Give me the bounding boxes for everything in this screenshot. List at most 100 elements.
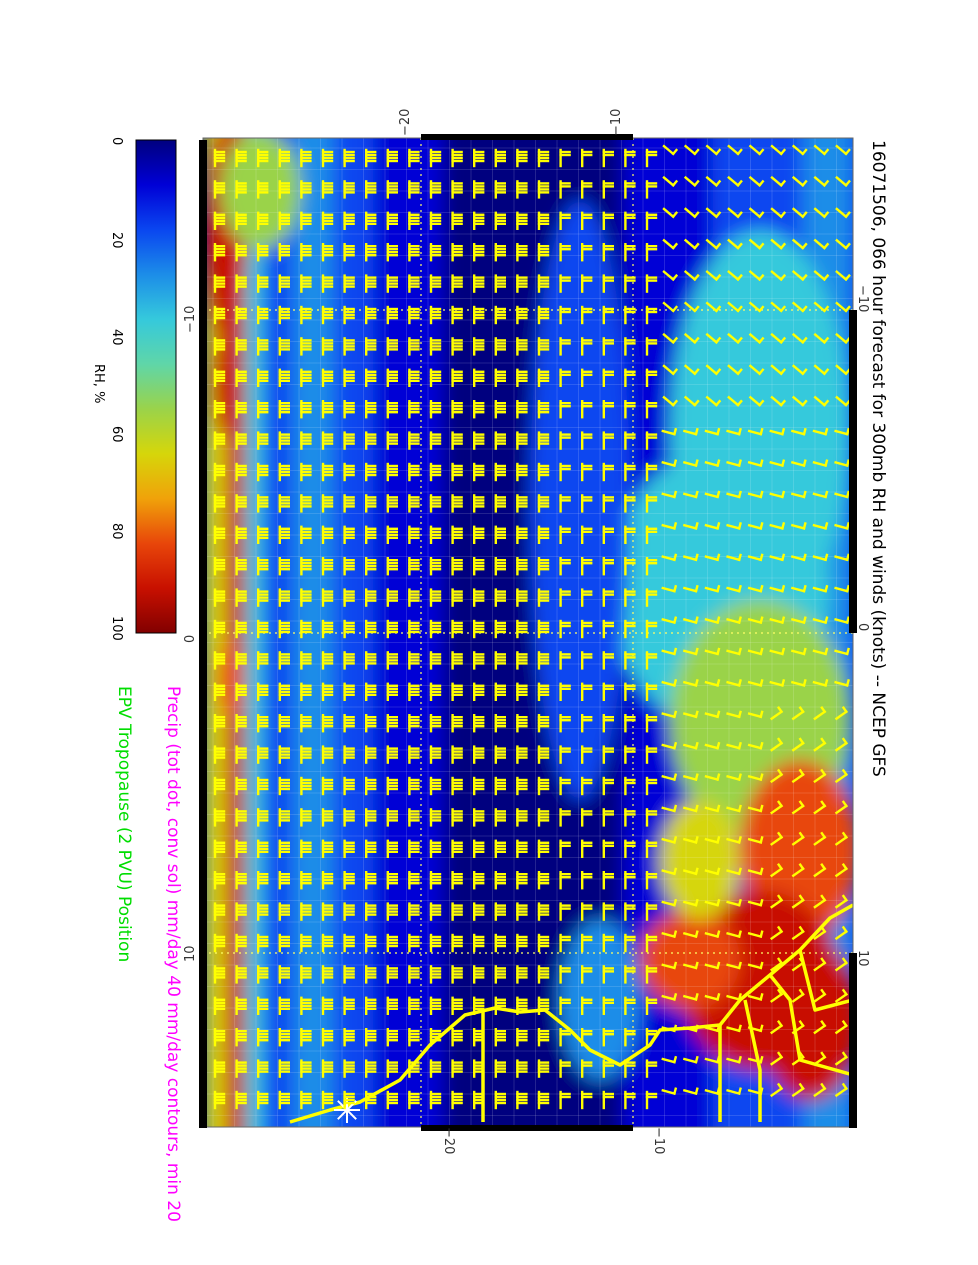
wind-barb — [321, 180, 334, 199]
wind-barb — [300, 557, 312, 576]
wind-barb — [451, 871, 463, 890]
wind-barb — [726, 993, 742, 1001]
wind-barb — [343, 619, 355, 639]
wind-barb — [624, 274, 636, 293]
wind-barb — [581, 211, 593, 231]
wind-barb — [365, 525, 377, 544]
wind-barb — [278, 1059, 290, 1078]
wind-barb — [645, 619, 658, 639]
wind-barb — [770, 207, 787, 219]
wind-barb — [343, 682, 355, 701]
wind-barb — [726, 647, 742, 656]
wind-barb — [300, 494, 312, 513]
wind-barb — [791, 144, 808, 156]
wind-barb — [791, 395, 808, 407]
wind-barb — [343, 714, 355, 733]
wind-barb — [537, 1090, 550, 1110]
wind-barb — [661, 616, 678, 625]
wind-barb — [257, 839, 269, 858]
wind-barb — [537, 337, 550, 356]
wind-barb — [770, 894, 784, 909]
wind-barb — [516, 933, 528, 953]
wind-barb — [257, 933, 269, 953]
wind-barb — [429, 682, 442, 701]
wind-barb — [278, 211, 290, 231]
wind-barb — [343, 274, 355, 293]
wind-barb — [559, 242, 571, 262]
wind-barb — [473, 682, 485, 701]
wind-barb — [278, 274, 290, 293]
wind-barb — [682, 710, 699, 719]
wind-barb — [235, 431, 247, 450]
wind-barb — [747, 710, 764, 719]
wind-barb — [451, 274, 463, 293]
wind-barb — [473, 839, 485, 858]
wind-barb — [451, 305, 463, 325]
wind-barb — [624, 337, 636, 356]
wind-barb — [516, 776, 528, 796]
wind-barb — [300, 211, 312, 231]
wind-barb — [429, 525, 442, 544]
wind-barb — [473, 745, 485, 764]
wind-barb — [791, 207, 808, 219]
wind-barb — [451, 651, 463, 670]
wind-barb — [537, 1059, 550, 1078]
wind-barb — [704, 522, 721, 530]
wind-barb — [365, 494, 377, 513]
wind-barb — [726, 1024, 742, 1033]
wind-barb — [682, 1087, 699, 1096]
wind-barb — [494, 745, 506, 764]
wind-barb — [537, 965, 550, 984]
wind-barb — [835, 270, 851, 282]
wind-barb — [726, 741, 742, 750]
wind-barb — [645, 180, 658, 199]
wind-barb — [494, 148, 506, 168]
wind-barb — [386, 211, 398, 231]
wind-barb — [408, 400, 420, 419]
wind-barb — [834, 705, 848, 721]
wind-barb — [408, 933, 420, 953]
wind-barb — [770, 768, 784, 784]
wind-barb — [834, 1051, 848, 1066]
wind-barb — [537, 588, 550, 607]
wind-barb — [791, 705, 805, 721]
wind-barb — [343, 400, 355, 419]
wind-barb — [213, 400, 226, 419]
wind-barbs — [213, 144, 851, 1110]
wind-barb — [602, 619, 614, 639]
wind-barb — [790, 553, 807, 562]
wind-barb — [473, 148, 485, 168]
wind-barb — [429, 211, 442, 231]
wind-barb — [473, 996, 485, 1015]
wind-barb — [769, 553, 786, 562]
wind-barb — [516, 211, 528, 231]
wind-barb — [386, 1059, 398, 1078]
wind-barb — [321, 1090, 334, 1110]
wind-barb — [408, 714, 420, 733]
wind-barb — [726, 679, 742, 687]
wind-barb — [386, 871, 398, 890]
wind-barb — [602, 180, 614, 199]
wind-barb — [473, 557, 485, 576]
wind-barb — [624, 148, 636, 168]
wind-barb — [386, 996, 398, 1015]
wind-barb — [770, 800, 784, 815]
wind-barb — [365, 368, 377, 387]
wind-barb — [408, 337, 420, 356]
wind-barb — [747, 930, 764, 939]
wind-barb — [494, 619, 506, 639]
wind-barb — [300, 1059, 312, 1078]
wind-barb — [257, 211, 269, 231]
wind-barb — [645, 368, 658, 387]
left-axis-bar — [199, 633, 207, 953]
wind-barb — [682, 459, 699, 468]
wind-barb — [645, 462, 658, 482]
wind-barb — [213, 651, 226, 670]
wind-barb — [516, 368, 528, 387]
wind-barb — [726, 961, 742, 970]
wind-barb — [559, 682, 571, 701]
wind-barb — [257, 745, 269, 764]
wind-barb — [581, 651, 593, 670]
wind-barb — [494, 965, 506, 984]
wind-barb — [408, 1027, 420, 1047]
